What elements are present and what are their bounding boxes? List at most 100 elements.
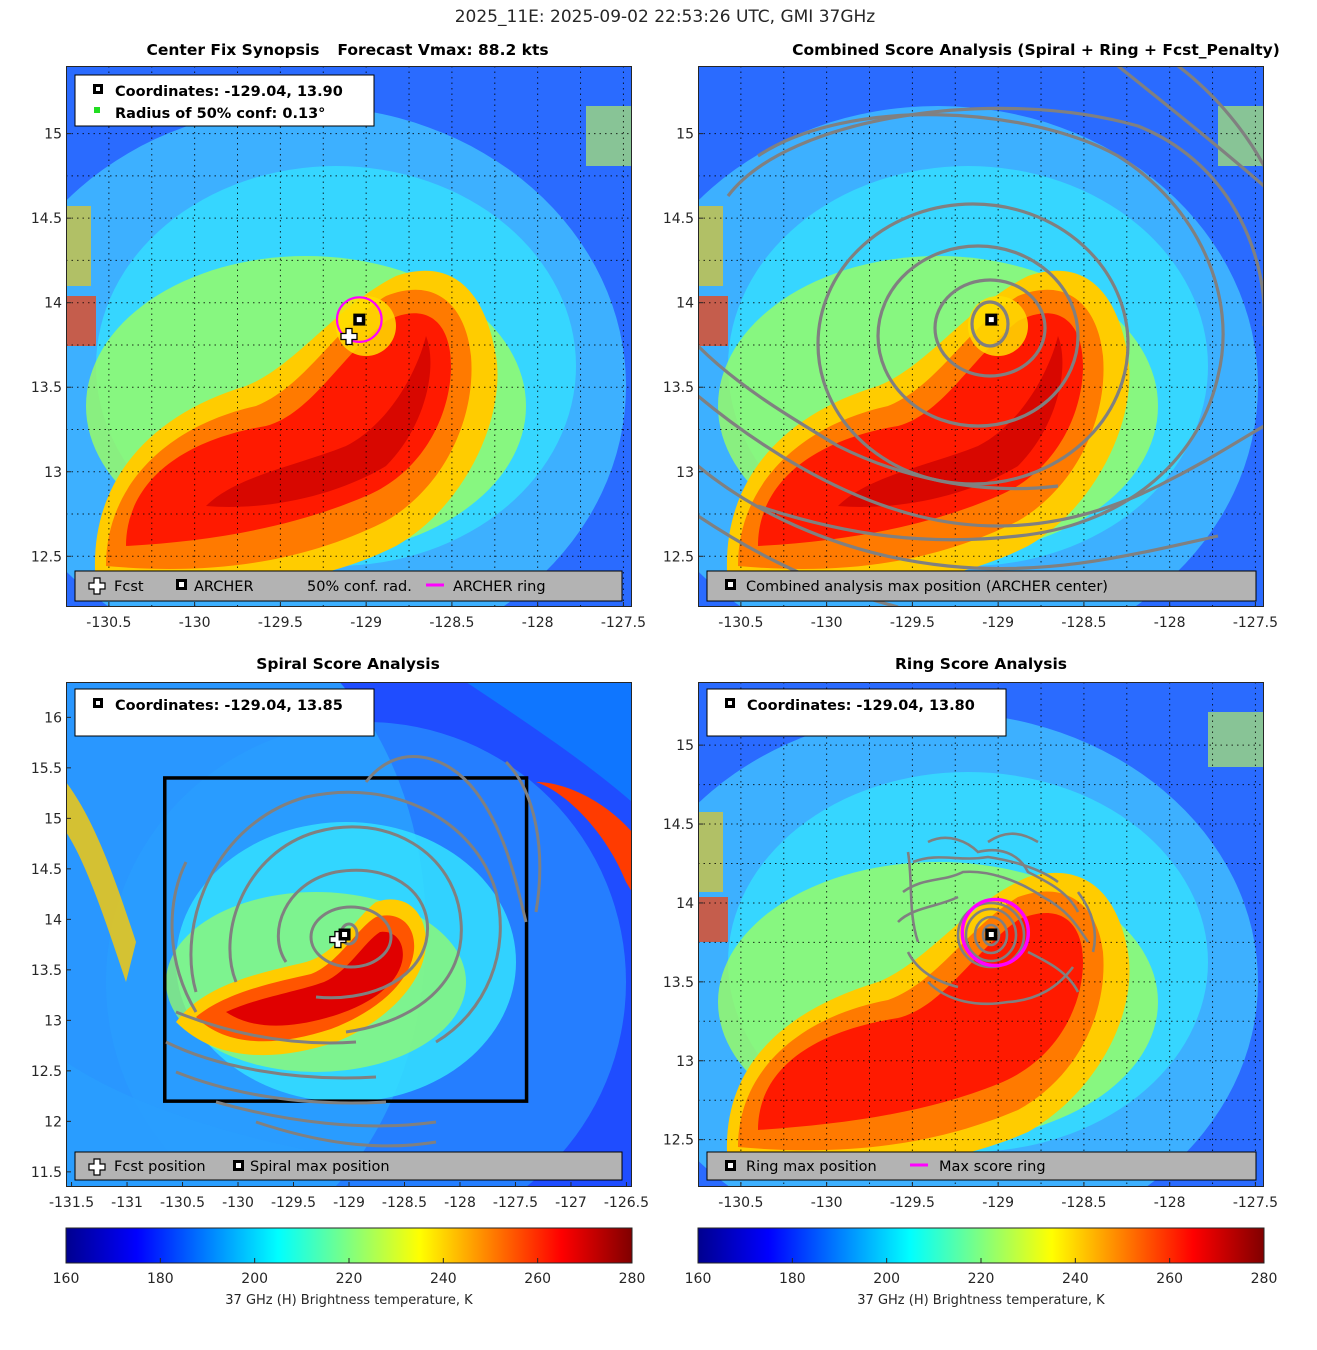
info-coordinates-spiral: Coordinates: -129.04, 13.85 [115,698,343,714]
x-tick-label: -128 [1154,1195,1186,1211]
x-tick-label: -130.5 [718,615,763,631]
y-tick-label: 13.5 [31,963,62,979]
info-box-synopsis: Coordinates: -129.04, 13.90 Radius of 50… [74,74,375,127]
y-tick-label: 12.5 [663,549,694,565]
x-tick-label: -129 [350,615,382,631]
archer-marker [353,313,366,326]
max-position-marker [985,313,998,326]
y-tick-label: 13.5 [663,975,694,991]
marks-synopsis [335,296,383,346]
legend-ring: Ring max position Max score ring [706,1151,1257,1181]
y-tick-label: 15.5 [31,761,62,777]
x-tick-label: -128 [522,615,554,631]
x-tick-label: -128 [1154,615,1186,631]
y-tick-label: 13 [676,1054,694,1070]
x-tick-label: -129.5 [890,615,935,631]
x-tick-label: -129.5 [890,1195,935,1211]
x-tick-label: -127.5 [601,615,646,631]
plot-area-combined: Combined analysis max position (ARCHER c… [698,66,1264,607]
legend-fcst-position: Fcst position [114,1159,206,1175]
panel-combined-title: Combined Score Analysis (Spiral + Ring +… [792,41,1280,59]
info-box-spiral: Coordinates: -129.04, 13.85 [74,688,375,737]
colorbar-left-label: 37 GHz (H) Brightness temperature, K [225,1293,473,1308]
y-tick-label: 14.5 [31,211,62,227]
colorbar-tick-label: 160 [53,1271,80,1287]
y-tick-label: 14 [676,296,694,312]
x-tick-label: -130 [811,1195,843,1211]
colorbar-tick-label: 280 [619,1271,646,1287]
x-tick-label: -129.5 [258,615,303,631]
colorbar-tick-label: 240 [430,1271,457,1287]
plot-area-spiral: Coordinates: -129.04, 13.85 Fcst positio… [66,682,632,1187]
y-tick-label: 15 [676,127,694,143]
colorbar-right-label: 37 GHz (H) Brightness temperature, K [857,1293,1105,1308]
x-tick-label: -129 [982,1195,1014,1211]
ticks-spiral: -131.5 -131 -130.5 -130 -129.5 -129 -128.5 -128… [31,710,649,1211]
legend-ring: ARCHER ring [453,579,546,595]
x-tick-label: -126.5 [604,1195,649,1211]
x-tick-label: -128.5 [1061,615,1106,631]
marks-spiral [329,928,351,949]
ticks-combined: -130.5 -130 -129.5 -129 -128.5 -128 -127.5 12.5… [663,127,1278,631]
x-tick-label: -128.5 [1061,1195,1106,1211]
legend-archer: ARCHER [194,579,254,595]
y-tick-label: 15 [44,127,62,143]
y-tick-label: 12.5 [31,1064,62,1080]
x-tick-label: -127 [555,1195,587,1211]
plot-area-synopsis: Coordinates: -129.04, 13.90 Radius of 50… [66,66,632,607]
y-tick-label: 11.5 [31,1165,62,1181]
y-tick-label: 12 [44,1114,62,1130]
x-tick-label: -127.5 [1233,1195,1278,1211]
cross-icon [88,1158,106,1176]
max-score-ring [960,897,1031,968]
score-contours-ring [897,832,1097,1006]
colorbar-tick-label: 200 [241,1271,268,1287]
colorbar-tick-label: 240 [1062,1271,1089,1287]
legend-combined-max: Combined analysis max position (ARCHER c… [746,579,1108,595]
x-tick-label: -130 [179,615,211,631]
colorbar-tick-label: 220 [968,1271,995,1287]
colorbar-tick-label: 260 [524,1271,551,1287]
grid-ring [698,682,1264,1187]
score-contours-spiral [165,755,542,1148]
x-tick-label: -128.5 [382,1195,427,1211]
colorbar-tick-label: 160 [685,1271,712,1287]
x-tick-label: -129 [333,1195,365,1211]
y-tick-label: 12.5 [31,549,62,565]
panel-ring-title: Ring Score Analysis [895,655,1067,673]
y-tick-label: 14.5 [663,211,694,227]
x-tick-label: -129 [982,615,1014,631]
y-tick-label: 14 [44,296,62,312]
info-coordinates-ring: Coordinates: -129.04, 13.80 [747,698,975,714]
y-tick-label: 13 [44,1013,62,1029]
search-box [163,776,529,1103]
legend-spiral-max: Spiral max position [250,1159,390,1175]
colorbar-right: 160 180 200 220 240 260 280 37 GHz (H) Brightn… [685,1227,1277,1308]
panel-synopsis-title: Center Fix Synopsis [147,41,320,59]
legend-synopsis: Fcst ARCHER 50% conf. rad. ARCHER ring [74,570,623,602]
panel-ring: Ring Score Analysis [663,655,1278,1211]
legend-spiral: Fcst position Spiral max position [74,1151,623,1181]
plot-area-ring: Coordinates: -129.04, 13.80 Ring max pos… [698,682,1264,1187]
colorbar-tick-label: 180 [147,1271,174,1287]
ring-max-marker [985,928,998,941]
archer-ring [335,296,383,343]
ticks-ring: -130.5 -130 -129.5 -129 -128.5 -128 -127.5 12.5… [663,738,1278,1211]
grid-synopsis [66,66,632,607]
y-tick-label: 12.5 [663,1133,694,1149]
x-tick-label: -131 [111,1195,143,1211]
figure-title: 2025_11E: 2025-09-02 22:53:26 UTC, GMI 3… [455,7,876,27]
legend-ring-max: Ring max position [746,1159,877,1175]
x-tick-label: -131.5 [49,1195,94,1211]
info-radius-synopsis: Radius of 50% conf: 0.13° [115,106,325,122]
y-tick-label: 13 [676,465,694,481]
x-tick-label: -130 [811,615,843,631]
colorbar-tick-label: 200 [873,1271,900,1287]
cross-icon [88,577,106,595]
colorbar-left: 160 180 200 220 240 260 280 37 GHz (H) Brightn… [53,1227,646,1308]
x-tick-label: -129.5 [271,1195,316,1211]
y-tick-label: 13 [44,465,62,481]
fcst-cross [340,327,358,346]
info-coordinates-synopsis: Coordinates: -129.04, 13.90 [115,84,343,100]
